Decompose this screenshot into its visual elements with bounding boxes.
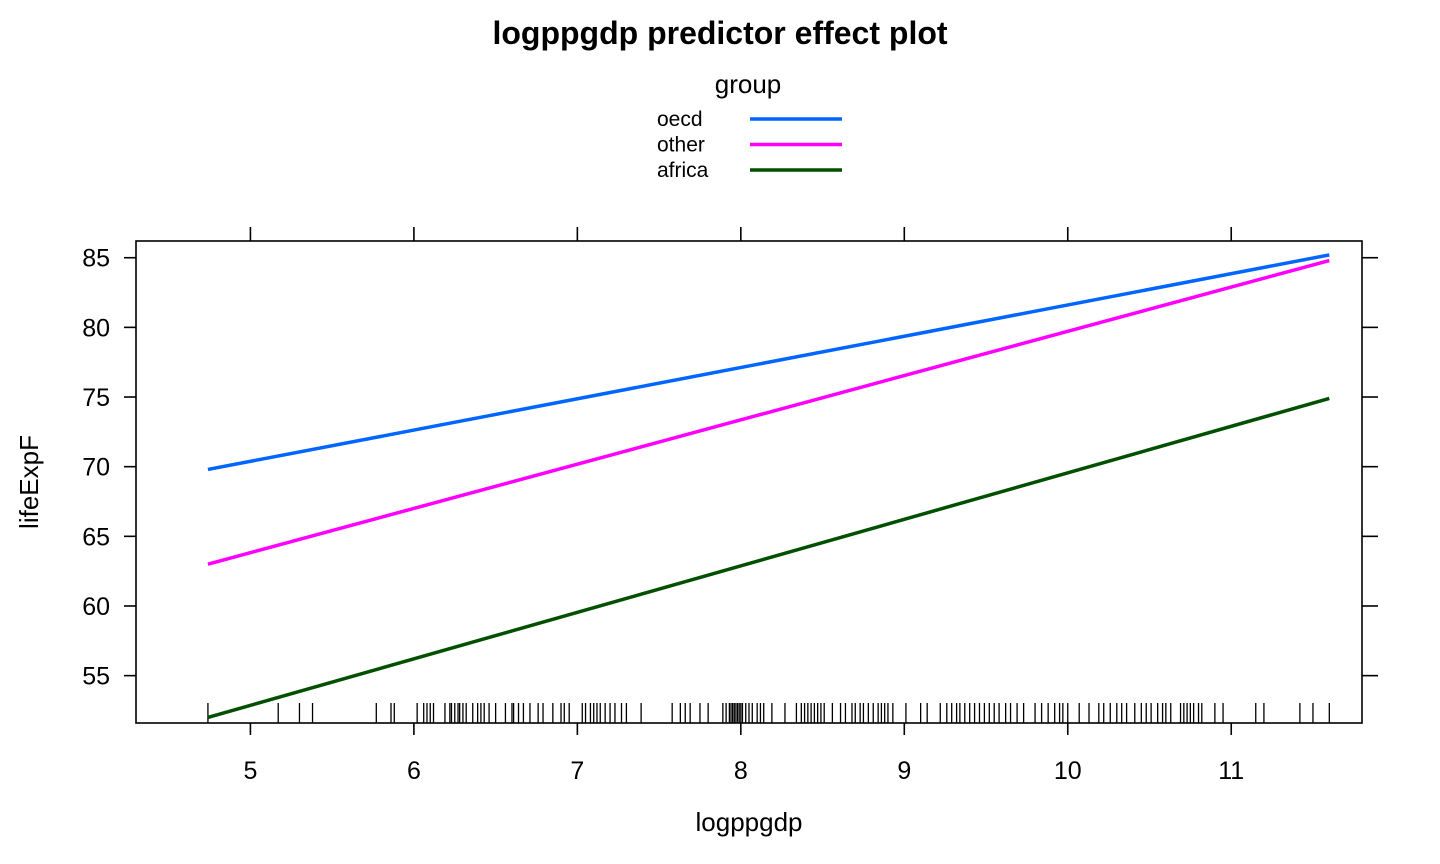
x-tick-label: 11 (1218, 757, 1244, 785)
x-axis-label: logppgdp (696, 807, 803, 837)
legend-title: group (715, 69, 782, 99)
series-line-other (208, 261, 1329, 565)
x-tick-label: 8 (734, 757, 748, 785)
series-line-africa (208, 398, 1329, 717)
y-axis: 55 60 65 70 75 80 85 (82, 245, 1378, 691)
y-tick-label: 80 (82, 314, 110, 342)
x-tick-label: 10 (1054, 757, 1082, 785)
legend-label-africa: africa (657, 159, 709, 182)
x-axis: 5 6 7 8 9 10 11 (243, 227, 1244, 785)
legend-label-oecd: oecd (657, 108, 703, 131)
rug-marks (208, 703, 1329, 723)
y-tick-label: 60 (82, 593, 110, 621)
chart-title: logppgdp predictor effect plot (492, 15, 947, 51)
plot-frame (136, 241, 1362, 723)
series-line-oecd (208, 255, 1329, 470)
y-tick-label: 65 (82, 523, 110, 551)
y-tick-label: 85 (82, 245, 110, 273)
y-tick-label: 75 (82, 384, 110, 412)
x-tick-label: 7 (570, 757, 584, 785)
y-axis-label: lifeExpF (14, 435, 44, 529)
x-tick-label: 9 (897, 757, 911, 785)
y-tick-label: 55 (82, 663, 110, 691)
x-tick-label: 6 (407, 757, 421, 785)
x-tick-label: 5 (243, 757, 257, 785)
legend-label-other: other (657, 134, 705, 157)
series-lines (208, 255, 1329, 717)
y-tick-label: 70 (82, 454, 110, 482)
